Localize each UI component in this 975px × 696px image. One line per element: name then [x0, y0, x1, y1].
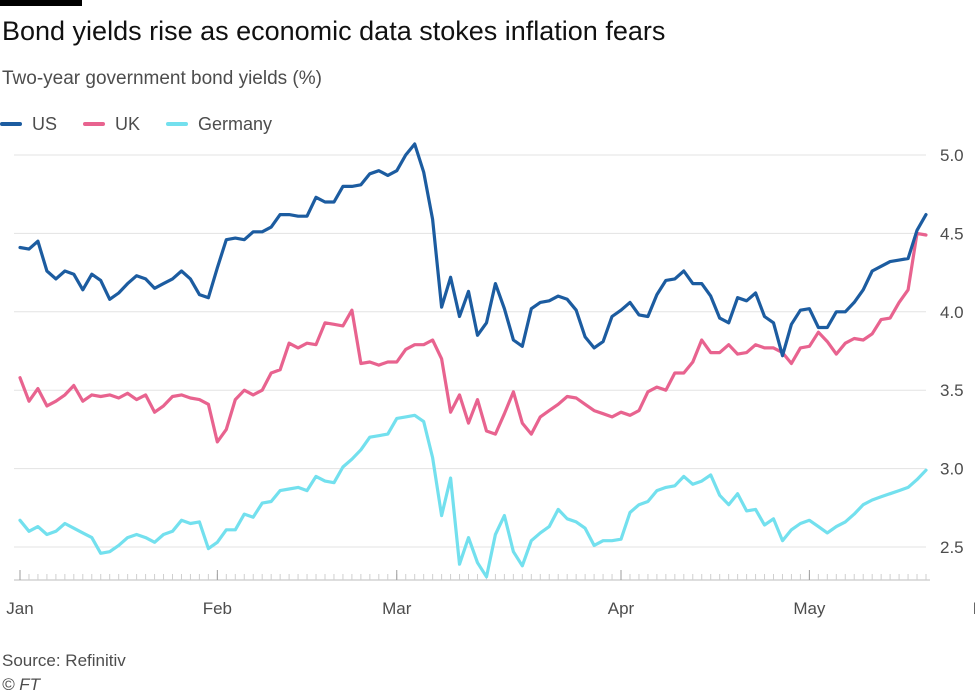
- gridlines: [14, 154, 926, 548]
- legend-item-uk: UK: [83, 114, 140, 135]
- y-tick-label: 4.0: [940, 303, 964, 322]
- legend-swatch-germany: [166, 122, 189, 126]
- legend: US UK Germany: [0, 112, 298, 136]
- series-line-uk: [18, 231, 928, 444]
- chart-title: Bond yields rise as economic data stokes…: [2, 16, 666, 46]
- legend-swatch-uk: [83, 122, 106, 126]
- legend-item-germany: Germany: [166, 114, 272, 135]
- series-line-germany: [18, 413, 928, 579]
- x-axis: Jan Feb Mar Apr May May: [6, 570, 975, 618]
- series-lines: [18, 142, 928, 579]
- x-tick-label: Jan: [6, 599, 33, 618]
- x-tick-label: Mar: [382, 599, 412, 618]
- source-note: Source: Refinitiv: [2, 651, 126, 670]
- legend-label-germany: Germany: [198, 113, 273, 134]
- series-line-us: [18, 142, 928, 358]
- y-tick-label: 4.5: [940, 224, 964, 243]
- y-axis-labels: 2.5 3.0 3.5 4.0 4.5 5.0: [940, 146, 964, 557]
- x-tick-label: May: [973, 599, 975, 618]
- ft-brand-bar: [0, 0, 82, 6]
- y-tick-label: 3.0: [940, 460, 964, 479]
- ft-credit: © FT: [2, 675, 41, 694]
- x-tick-label: Feb: [203, 599, 232, 618]
- legend-swatch-us: [0, 122, 22, 126]
- y-tick-label: 2.5: [940, 538, 964, 557]
- legend-label-uk: UK: [115, 113, 141, 134]
- legend-item-us: US: [0, 114, 57, 135]
- y-tick-label: 3.5: [940, 381, 964, 400]
- x-tick-label: May: [793, 599, 826, 618]
- chart-subtitle: Two-year government bond yields (%): [2, 68, 322, 89]
- legend-label-us: US: [32, 113, 58, 134]
- x-tick-label: Apr: [608, 599, 635, 618]
- y-tick-label: 5.0: [940, 146, 964, 165]
